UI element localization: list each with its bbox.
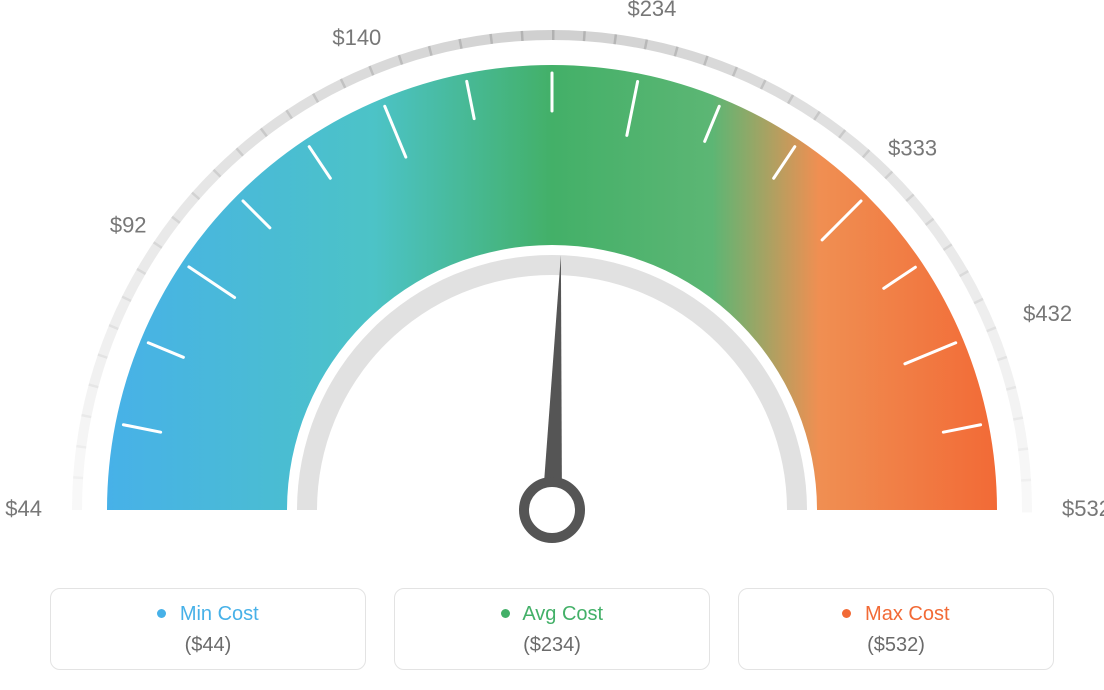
legend-text: Max Cost xyxy=(865,603,949,625)
legend-text: Min Cost xyxy=(180,603,259,625)
svg-text:$92: $92 xyxy=(110,212,147,237)
legend-value: ($234) xyxy=(407,634,697,657)
svg-text:$333: $333 xyxy=(888,135,937,160)
legend-dot-avg xyxy=(501,609,510,618)
svg-text:$432: $432 xyxy=(1023,301,1072,326)
legend-label: Avg Cost xyxy=(407,603,697,626)
svg-text:$140: $140 xyxy=(332,25,381,50)
cost-gauge: $44 $92 $140 $234 $333 $432 $532 xyxy=(0,0,1104,560)
legend-value: ($532) xyxy=(751,634,1041,657)
svg-text:$234: $234 xyxy=(627,0,676,21)
legend-card-avg: Avg Cost ($234) xyxy=(394,588,710,670)
legend-dot-min xyxy=(157,609,166,618)
legend-label: Min Cost xyxy=(63,603,353,626)
legend-dot-max xyxy=(842,609,851,618)
legend-text: Avg Cost xyxy=(522,603,603,625)
legend: Min Cost ($44) Avg Cost ($234) Max Cost … xyxy=(50,588,1054,670)
svg-text:$532: $532 xyxy=(1062,496,1104,521)
legend-card-min: Min Cost ($44) xyxy=(50,588,366,670)
legend-card-max: Max Cost ($532) xyxy=(738,588,1054,670)
legend-value: ($44) xyxy=(63,634,353,657)
svg-text:$44: $44 xyxy=(5,496,42,521)
legend-label: Max Cost xyxy=(751,603,1041,626)
